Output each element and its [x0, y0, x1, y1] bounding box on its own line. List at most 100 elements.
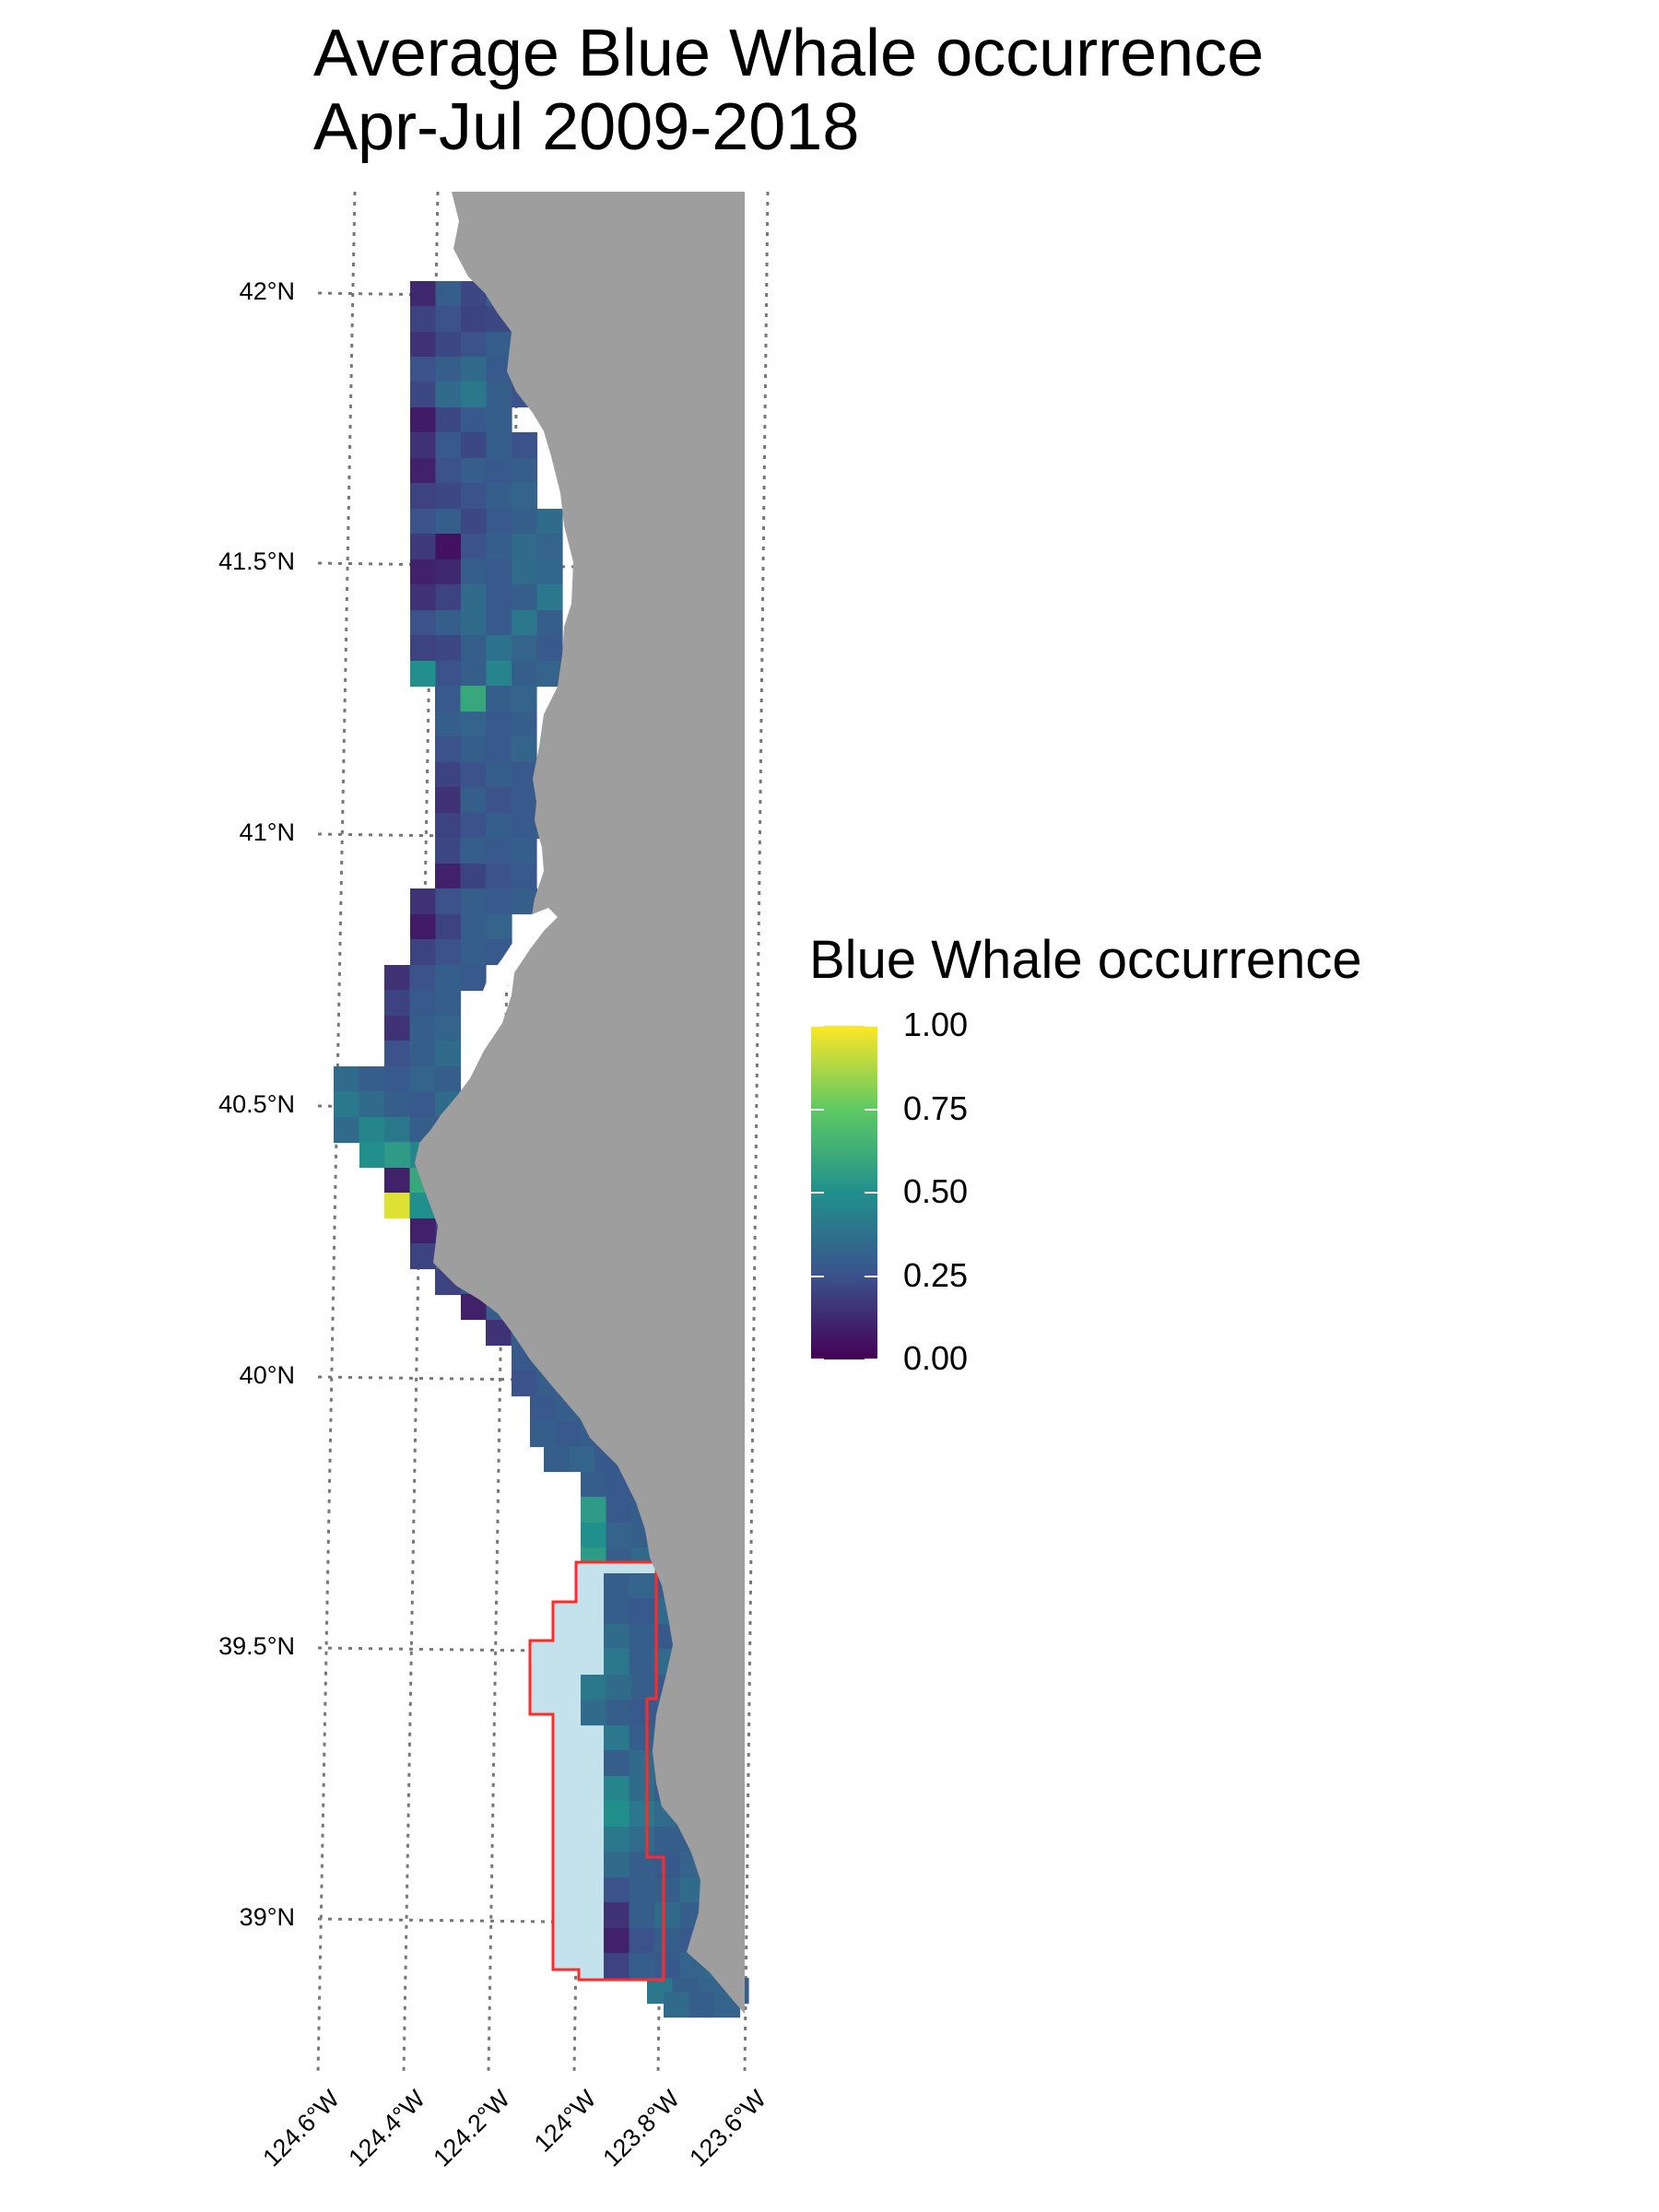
grid-cell — [461, 635, 488, 662]
grid-cell — [435, 990, 462, 1017]
grid-cell — [410, 888, 437, 915]
grid-cell — [486, 736, 512, 763]
grid-cell — [410, 610, 437, 637]
grid-cell — [460, 838, 487, 865]
grid-cell — [512, 661, 538, 688]
grid-cell — [512, 483, 538, 510]
grid-cell — [486, 787, 512, 814]
grid-cell — [486, 382, 512, 408]
grid-cell — [435, 838, 462, 865]
grid-cell — [486, 432, 512, 459]
legend-tick — [811, 1275, 824, 1277]
grid-cell — [461, 382, 488, 408]
grid-cell — [629, 1750, 655, 1777]
grid-cell — [511, 864, 537, 890]
grid-cell — [435, 357, 462, 383]
grid-cell — [410, 1243, 437, 1270]
grid-cell — [486, 635, 512, 662]
grid-cell — [409, 1066, 436, 1093]
grid-cell — [486, 888, 512, 915]
grid-cell — [409, 1041, 436, 1067]
grid-cell — [435, 1041, 462, 1067]
latitude-tick-label: 39.5°N — [218, 1632, 295, 1660]
grid-cell — [435, 509, 462, 535]
grid-cell — [409, 1091, 436, 1118]
grid-cell — [511, 762, 537, 789]
grid-cell — [604, 1953, 630, 1980]
grid-cell — [530, 1395, 557, 1422]
legend-tick — [811, 1108, 824, 1111]
legend-tick-label: 0.50 — [903, 1172, 969, 1210]
grid-cell — [461, 483, 488, 510]
grid-cell — [486, 483, 512, 510]
grid-cell — [359, 1066, 385, 1093]
grid-cell — [629, 1953, 655, 1980]
grid-cell — [629, 1852, 655, 1878]
grid-cell — [410, 661, 437, 688]
grid-cell — [606, 1497, 632, 1524]
grid-cell — [435, 432, 462, 459]
grid-cell — [435, 559, 462, 586]
grid-cell — [435, 407, 462, 434]
grid-cell — [512, 584, 538, 611]
grid-cell — [384, 1193, 411, 1219]
grid-cell — [384, 1016, 411, 1042]
grid-cell — [409, 965, 436, 992]
grid-cell — [410, 584, 437, 611]
legend-tick — [865, 1025, 877, 1027]
grid-cell — [410, 357, 437, 383]
grid-cell — [410, 458, 437, 485]
grid-cell — [512, 635, 538, 662]
grid-cell — [435, 534, 462, 560]
grid-cell — [461, 357, 488, 383]
legend-tick — [865, 1359, 877, 1360]
grid-cell — [604, 1827, 630, 1853]
grid-cell — [511, 712, 537, 738]
grid-cell — [384, 1066, 411, 1093]
grid-cell — [629, 1598, 655, 1625]
grid-cell — [460, 864, 487, 890]
grid-cell — [384, 1168, 411, 1194]
grid-cell — [435, 661, 462, 688]
legend-tick — [811, 1025, 824, 1027]
grid-cell — [654, 1902, 681, 1929]
grid-cell — [654, 1928, 681, 1955]
grid-cell — [334, 1091, 360, 1118]
grid-cell — [435, 939, 462, 966]
grid-cell — [512, 610, 538, 637]
grid-cell — [461, 332, 488, 359]
grid-cell — [581, 1523, 607, 1549]
grid-cell — [606, 1523, 632, 1549]
latitude-tick-label: 41°N — [239, 818, 295, 846]
grid-cell — [604, 1928, 630, 1955]
grid-cell — [384, 965, 411, 992]
grid-cell — [460, 712, 487, 738]
grid-cell — [486, 686, 512, 712]
latitude-tick-label: 42°N — [239, 277, 295, 305]
grid-cell — [460, 686, 487, 712]
grid-cell — [435, 965, 462, 992]
grid-cell — [629, 1902, 655, 1929]
grid-cell — [435, 888, 462, 915]
colorbar-legend: Blue Whale occurrence 1.00 0.75 0.50 0.25 0.… — [809, 929, 1362, 1377]
grid-cell — [435, 736, 462, 763]
grid-cell — [512, 559, 538, 586]
grid-cell — [604, 1877, 630, 1904]
grid-cell — [435, 864, 462, 890]
grid-cell — [604, 1902, 630, 1929]
grid-cell — [581, 1497, 607, 1524]
grid-cell — [461, 458, 488, 485]
grid-cell — [435, 1066, 462, 1093]
grid-cell — [486, 458, 512, 485]
grid-cell — [435, 306, 462, 333]
grid-cell — [536, 509, 563, 535]
grid-cell — [384, 1041, 411, 1067]
grid-cell — [569, 1446, 595, 1473]
grid-cell — [410, 281, 437, 308]
grid-cell — [410, 332, 437, 359]
grid-cell — [435, 584, 462, 611]
grid-cell — [511, 686, 537, 712]
highlight-region — [528, 1560, 665, 1982]
grid-cell — [631, 1700, 658, 1726]
